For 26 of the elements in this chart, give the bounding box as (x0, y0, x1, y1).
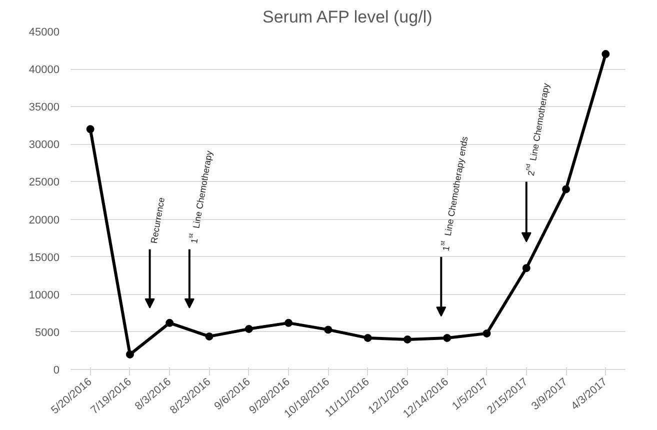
chart-title: Serum AFP level (ug/l) (262, 8, 432, 26)
point (205, 332, 214, 340)
point (522, 264, 530, 272)
y-tick-label: 15000 (28, 252, 60, 264)
y-tick-label: 10000 (28, 289, 60, 302)
point (244, 324, 253, 333)
y-tick-label: 30000 (28, 139, 60, 152)
point (403, 335, 412, 344)
annotation: Recurrence (148, 196, 167, 244)
y-tick-label: 45000 (28, 26, 60, 38)
y-tick-label: 0 (53, 364, 60, 376)
point (562, 185, 570, 194)
point (443, 334, 452, 342)
point (324, 326, 332, 334)
y-tick-label: 25000 (28, 176, 60, 189)
y-tick-label: 35000 (28, 102, 60, 114)
point (284, 318, 293, 327)
point (86, 125, 94, 134)
y-tick-label: 40000 (28, 64, 60, 76)
y-tick-label: 5000 (35, 326, 60, 339)
point (126, 350, 134, 358)
point (166, 318, 174, 327)
point (602, 50, 610, 58)
y-tick-label: 20000 (28, 214, 60, 226)
point (482, 329, 491, 338)
point (364, 334, 372, 342)
